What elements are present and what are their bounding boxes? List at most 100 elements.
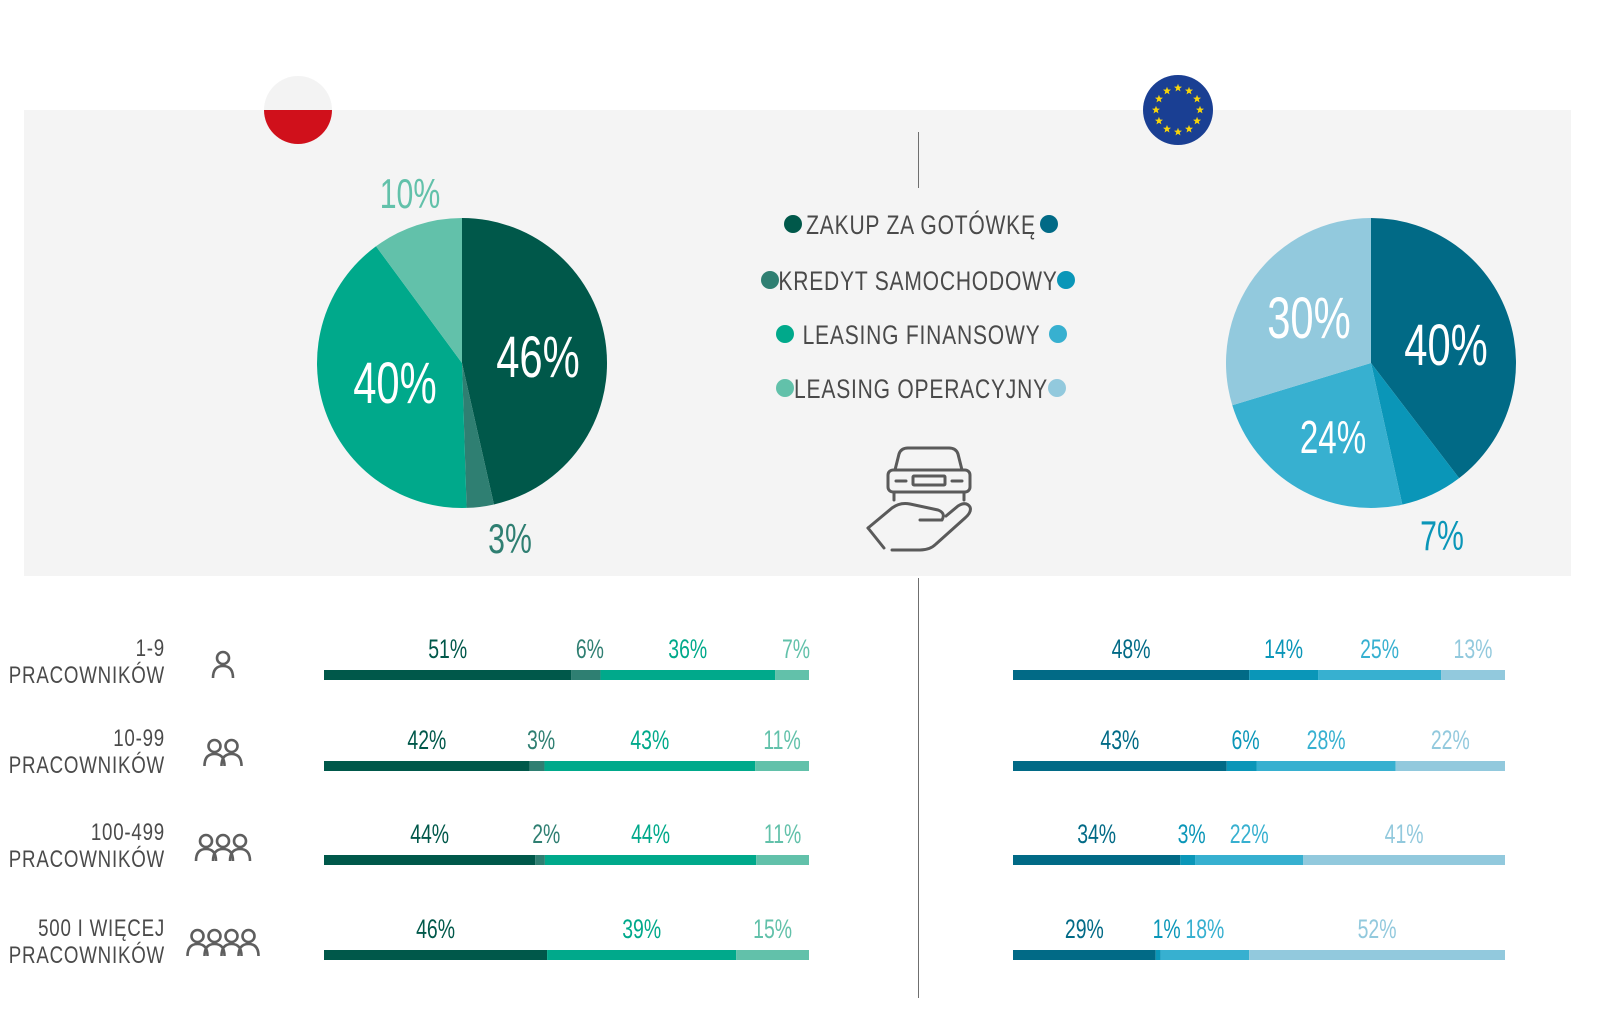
- legend: ZAKUP ZA GOTÓWKĘ KREDYT SAMOCHODOWY LEASIN…: [761, 211, 1075, 405]
- bar-segment: [1249, 670, 1319, 680]
- bar-value-label: 22%: [1230, 819, 1269, 849]
- eu-star: [1174, 83, 1182, 92]
- pie-slice: [1225, 217, 1371, 406]
- legend-label: ZAKUP ZA GOTÓWKĘ: [806, 211, 1036, 241]
- bar-value-label: 18%: [1185, 914, 1224, 944]
- bar-segment: [547, 950, 737, 960]
- bar-segment: [1256, 761, 1396, 771]
- eu-star: [1154, 116, 1163, 125]
- bar-value-label: 22%: [1431, 725, 1470, 755]
- company-size-label: 100-499: [91, 819, 165, 846]
- pie-value-label: 3%: [488, 515, 532, 562]
- bar-segment: [571, 670, 601, 680]
- legend-dot-eu: [1049, 325, 1067, 343]
- bar-value-label: 11%: [763, 725, 801, 755]
- pie-slice: [462, 218, 608, 505]
- bar-value-label: 43%: [1100, 725, 1139, 755]
- legend-label: LEASING OPERACYJNY: [794, 375, 1048, 405]
- bar-segment: [1249, 950, 1505, 960]
- company-size-label: 500 I WIĘCEJ: [38, 915, 165, 942]
- bar-value-label: 51%: [428, 634, 467, 664]
- company-size-icons: [186, 650, 260, 957]
- bar-segment: [1160, 950, 1250, 960]
- legend-dot-poland: [776, 379, 794, 397]
- bar-segment: [775, 670, 809, 680]
- bar-segment: [1303, 855, 1505, 865]
- bar-segment: [324, 855, 536, 865]
- bar-segment: [736, 950, 809, 960]
- legend-dot-poland: [776, 325, 794, 343]
- company-size-labels: 1-9PRACOWNIKÓW10-99PRACOWNIKÓW100-499PRA…: [9, 635, 165, 969]
- divider-top: [918, 132, 919, 188]
- eu-star: [1163, 124, 1171, 133]
- person-icon: [211, 650, 235, 679]
- person-figure: [228, 833, 252, 862]
- bar-segment: [600, 670, 776, 680]
- legend-label: KREDYT SAMOCHODOWY: [778, 267, 1057, 297]
- bar-value-label: 46%: [416, 914, 455, 944]
- company-size-label: 1-9: [136, 635, 165, 662]
- pie-value-label: 24%: [1300, 413, 1366, 463]
- bar-segment: [324, 670, 572, 680]
- bar-segment: [1013, 950, 1156, 960]
- bar-segment: [1013, 761, 1227, 771]
- company-size-label: 10-99: [113, 725, 165, 752]
- pie-value-label: 46%: [496, 324, 580, 389]
- bar-value-label: 2%: [532, 819, 560, 849]
- bar-value-label: 3%: [1178, 819, 1206, 849]
- divider-bottom: [918, 578, 919, 998]
- bar-value-label: 14%: [1264, 634, 1303, 664]
- bar-value-label: 52%: [1358, 914, 1397, 944]
- legend-dot-poland: [784, 215, 802, 233]
- bar-value-label: 39%: [622, 914, 661, 944]
- pie-slice: [462, 363, 494, 508]
- bar-segment: [535, 855, 545, 865]
- pie-chart-eu: 40% 7% 24% 30%: [1225, 217, 1516, 559]
- company-size-label: PRACOWNIKÓW: [9, 845, 165, 873]
- bar-value-label: 41%: [1385, 819, 1424, 849]
- bar-value-label: 44%: [631, 819, 670, 849]
- bar-value-label: 36%: [668, 634, 707, 664]
- bar-segment: [1013, 670, 1250, 680]
- four-people-icon: [186, 928, 260, 957]
- bar-value-label: 11%: [764, 819, 802, 849]
- bar-value-label: 3%: [527, 725, 555, 755]
- person-figure: [220, 738, 243, 767]
- bar-value-label: 6%: [576, 634, 604, 664]
- eu-star: [1193, 94, 1202, 103]
- eu-star: [1185, 124, 1193, 133]
- bar-value-label: 44%: [410, 819, 449, 849]
- bar-value-label: 13%: [1454, 634, 1493, 664]
- bar-segment: [1155, 950, 1161, 960]
- pie-value-label: 30%: [1267, 285, 1351, 350]
- bar-segment: [544, 761, 756, 771]
- bar-segment: [529, 761, 545, 771]
- bar-value-label: 48%: [1112, 634, 1151, 664]
- bar-segment: [544, 855, 757, 865]
- bar-chart-poland: 51% 6% 36% 7% 42% 3% 43% 11% 44% 2% 44% 11% 46% 39% 15…: [324, 634, 810, 960]
- pie-slice: [1371, 363, 1460, 505]
- legend-dot-eu: [1048, 379, 1066, 397]
- eu-star: [1163, 86, 1171, 95]
- legend-dot-poland: [761, 271, 779, 289]
- bar-value-label: 28%: [1307, 725, 1346, 755]
- legend-dot-eu: [1057, 271, 1075, 289]
- bar-segment: [1195, 855, 1304, 865]
- eu-star: [1196, 105, 1204, 114]
- bar-value-label: 29%: [1065, 914, 1104, 944]
- pie-value-label: 40%: [353, 350, 437, 415]
- bar-value-label: 15%: [753, 914, 792, 944]
- bar-segment: [1013, 855, 1181, 865]
- bar-segment: [1180, 855, 1196, 865]
- person-figure: [237, 928, 260, 957]
- bar-value-label: 34%: [1077, 819, 1116, 849]
- poland-flag-icon: [264, 76, 332, 144]
- car-in-hand-icon: [866, 446, 972, 552]
- legend-dot-eu: [1040, 215, 1058, 233]
- bar-value-label: 6%: [1232, 725, 1260, 755]
- bar-segment: [1395, 761, 1505, 771]
- bar-chart-eu: 48% 14% 25% 13% 43% 6% 28% 22% 34% 3% 22% 41% 29% 1% 1…: [1013, 634, 1505, 960]
- pie-slice: [1371, 218, 1516, 479]
- pie-slice: [376, 218, 462, 363]
